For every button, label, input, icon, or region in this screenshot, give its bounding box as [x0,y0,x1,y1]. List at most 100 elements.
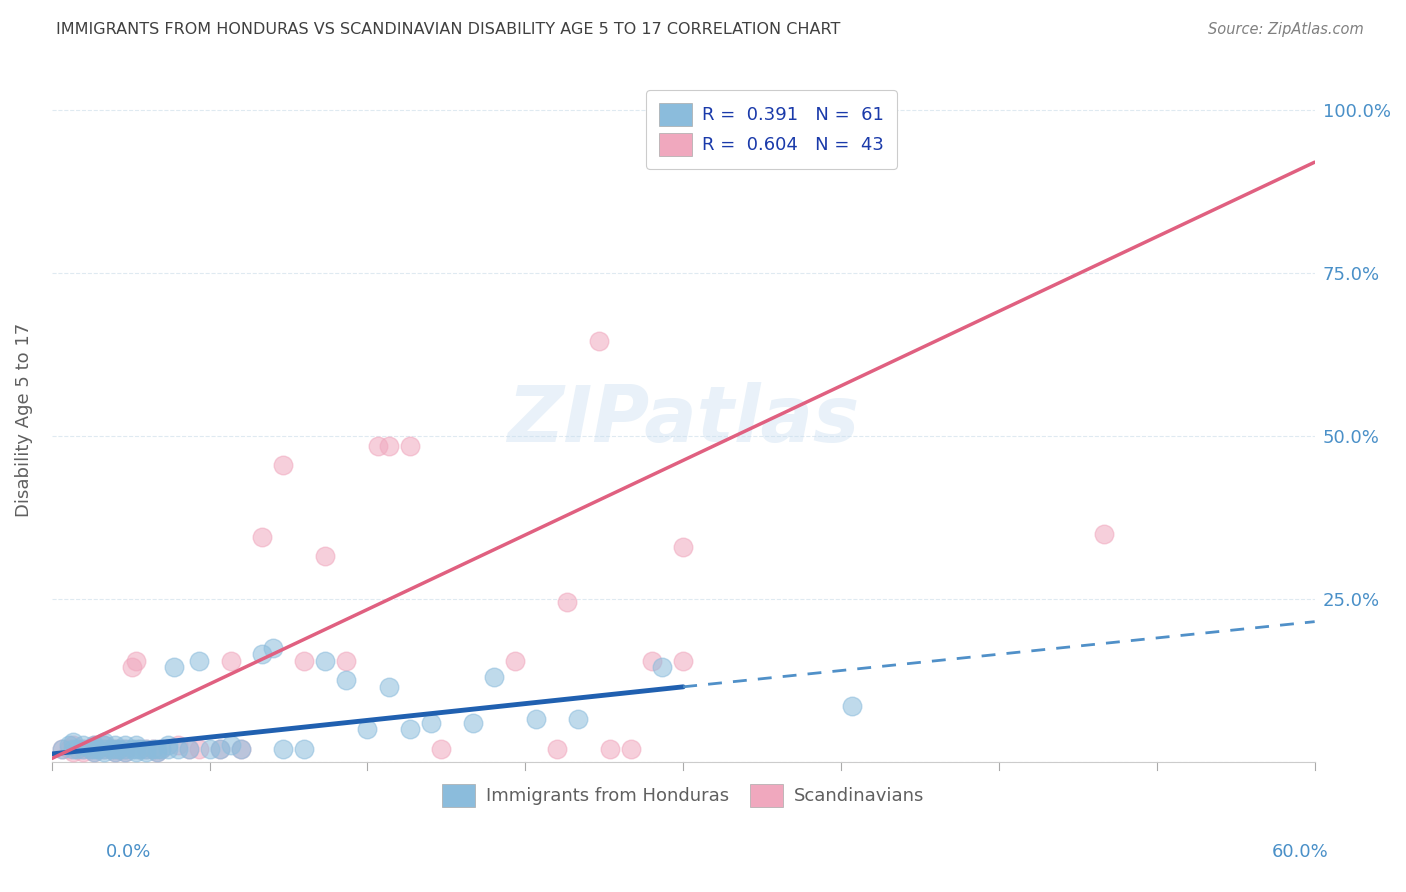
Point [104,739,127,753]
Point [87,741,110,756]
Point [83,739,105,753]
Point [262,640,284,655]
Point [66,741,89,756]
Point [252,530,274,544]
Text: 0.0%: 0.0% [105,843,150,861]
Point [150,741,173,756]
Point [93,741,115,756]
Point [114,741,136,756]
Point [135,741,157,756]
Point [167,741,190,756]
Point [1092,526,1115,541]
Point [72,739,94,753]
Point [693,122,716,136]
Point [146,745,169,759]
Point [93,739,115,753]
Point [66,741,89,756]
Point [121,741,143,756]
Point [231,741,253,756]
Point [108,741,131,756]
Point [163,660,186,674]
Point [231,741,253,756]
Point [142,741,165,756]
Point [292,654,315,668]
Point [567,713,589,727]
Point [125,654,148,668]
Point [93,741,115,756]
Point [177,741,200,756]
Point [156,739,179,753]
Point [83,741,105,756]
Point [72,741,94,756]
Point [62,735,84,749]
Point [377,439,399,453]
Point [841,699,863,714]
Point [398,439,420,453]
Point [599,741,621,756]
Point [62,739,84,753]
Point [651,660,673,674]
Point [87,741,110,756]
Point [135,745,157,759]
Text: ZIPatlas: ZIPatlas [508,382,859,458]
Point [672,540,695,554]
Point [167,739,190,753]
Point [114,745,136,759]
Point [108,741,131,756]
Point [83,745,105,759]
Point [503,654,526,668]
Point [398,722,420,736]
Point [104,741,127,756]
Point [146,745,169,759]
Text: Source: ZipAtlas.com: Source: ZipAtlas.com [1208,22,1364,37]
Point [672,654,695,668]
Point [292,741,315,756]
Point [114,745,136,759]
Point [150,741,173,756]
Point [93,739,115,753]
Point [114,741,136,756]
Point [146,741,169,756]
Point [79,741,101,756]
Point [209,741,232,756]
Point [83,739,105,753]
Point [198,741,221,756]
Point [62,745,84,759]
Point [356,722,378,736]
Point [104,741,127,756]
Point [271,458,294,473]
Point [252,647,274,661]
Point [93,735,115,749]
Point [72,745,94,759]
Point [461,715,484,730]
Point [51,741,73,756]
Point [104,745,127,759]
Point [271,741,294,756]
Point [129,741,152,756]
Point [79,741,101,756]
Point [177,741,200,756]
Point [58,739,80,753]
Point [335,654,357,668]
Point [188,741,211,756]
Point [314,654,336,668]
Point [142,741,165,756]
Point [188,654,211,668]
Point [121,660,143,674]
Point [219,739,242,753]
Point [219,654,242,668]
Point [125,745,148,759]
Point [314,549,336,564]
Point [482,670,505,684]
Point [524,713,547,727]
Point [209,741,232,756]
Point [100,741,122,756]
Point [72,741,94,756]
Point [546,741,568,756]
Legend: Immigrants from Honduras, Scandinavians: Immigrants from Honduras, Scandinavians [434,777,931,814]
Point [430,741,453,756]
Point [125,739,148,753]
Point [125,741,148,756]
Point [377,680,399,694]
Point [129,741,152,756]
